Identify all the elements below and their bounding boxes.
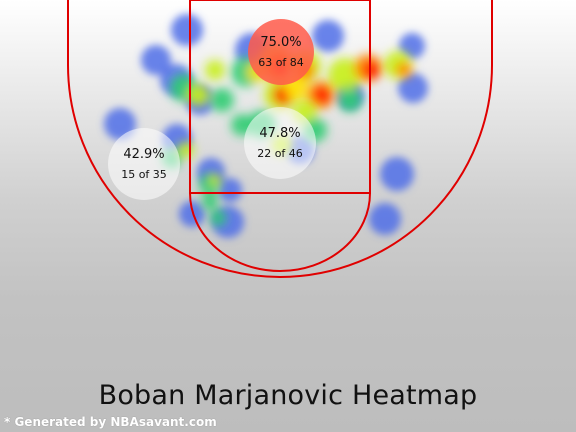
generated-by-footer: * Generated by NBAsavant.com [4, 415, 217, 429]
zone-count-paint: 22 of 46 [257, 147, 303, 160]
zone-pct-paint: 47.8% [259, 126, 300, 141]
zone-circle-mid-range-left [108, 128, 180, 200]
heat-blob-cold-11 [369, 203, 401, 235]
heat-blob-warm-28 [178, 142, 194, 158]
heat-blob-warm-2 [210, 88, 234, 112]
zone-count-restricted: 63 of 84 [258, 56, 304, 69]
heat-blob-warm-18 [363, 61, 381, 79]
heat-blob-cold-0 [171, 14, 203, 46]
zone-pct-restricted: 75.0% [260, 35, 301, 50]
heat-blob-cold-5 [141, 45, 171, 75]
heat-blob-warm-14 [313, 86, 331, 104]
free-throw-circle [189, 192, 371, 272]
heat-blob-warm-1 [187, 84, 209, 106]
heat-blob-cold-2 [312, 20, 344, 52]
zone-count-mid-range-left: 15 of 35 [121, 168, 167, 181]
heat-blob-warm-20 [396, 62, 412, 78]
zone-labels: 75.0% 63 of 84 47.8% 22 of 46 42.9% 15 of 35 [108, 19, 316, 200]
zone-circle-paint [244, 107, 316, 179]
court-lines [67, 0, 493, 278]
heat-blob-warm-31 [202, 194, 218, 210]
heat-blob-warm-32 [210, 210, 226, 226]
heat-blob-cold-10 [380, 157, 414, 191]
heat-blob-cold-3 [399, 33, 425, 59]
heat-blob-warm-21 [338, 88, 362, 112]
heat-blob-cold-13 [179, 201, 205, 227]
three-point-line [67, 0, 493, 278]
heat-blob-cold-4 [398, 73, 428, 103]
paint-box [189, 0, 371, 194]
zone-pct-mid-range-left: 42.9% [123, 147, 164, 162]
zone-circle-restricted [248, 19, 314, 85]
chart-title: Boban Marjanovic Heatmap [98, 380, 478, 411]
heat-blob-warm-16 [328, 58, 362, 92]
heat-blob-warm-5 [205, 60, 225, 80]
heat-blob-warm-30 [209, 174, 221, 186]
heat-blob-cold-17 [218, 178, 242, 202]
